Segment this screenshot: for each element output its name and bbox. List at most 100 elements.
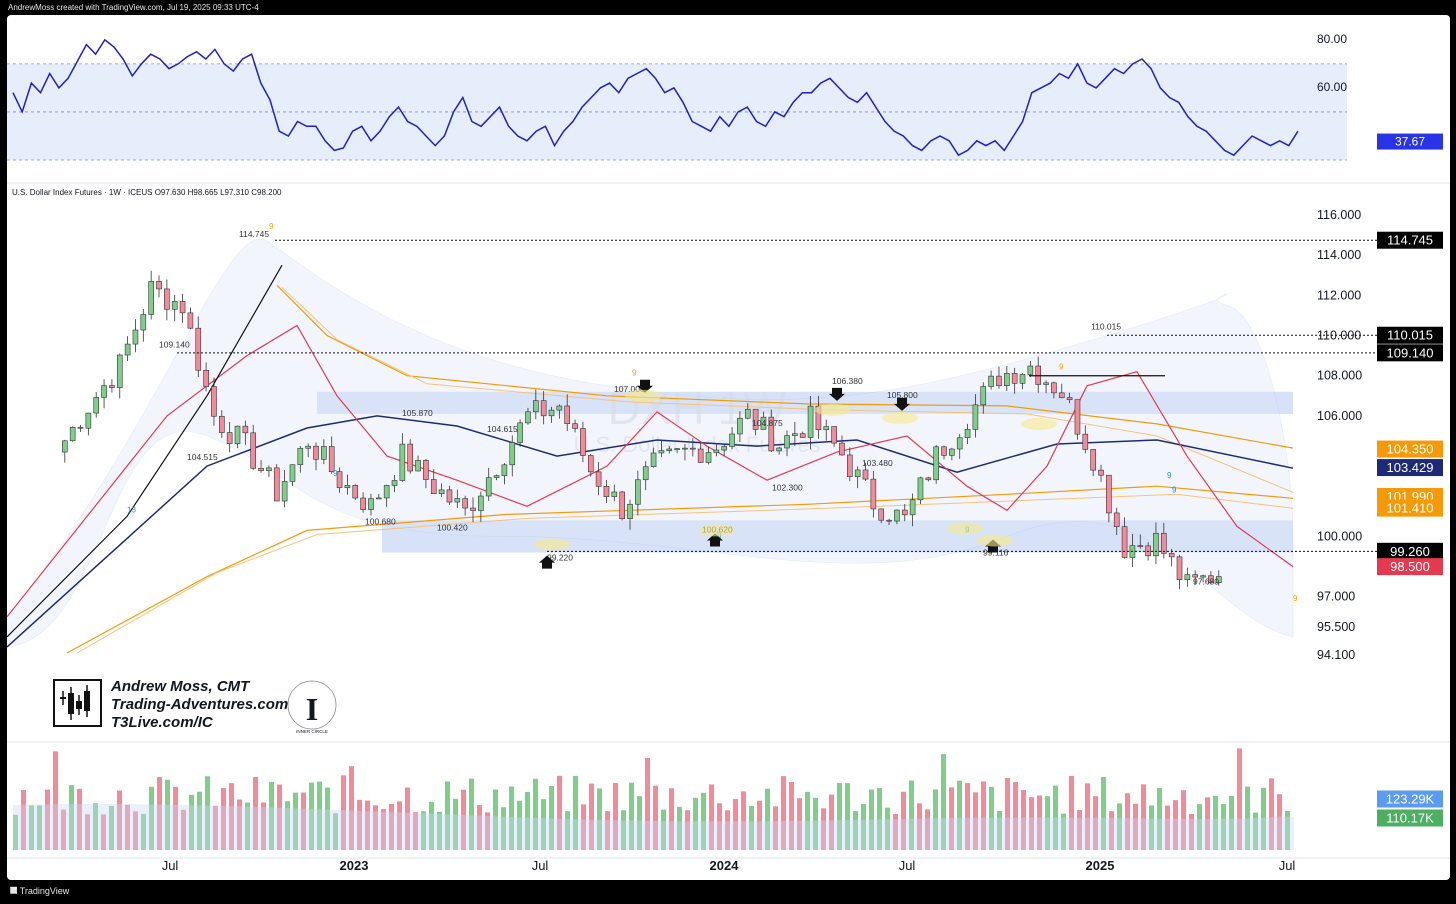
price-annotation: 105.870 (402, 408, 433, 418)
candle-down (211, 386, 217, 417)
candle-down (1051, 382, 1057, 394)
price-label-text: 110.015 (1387, 328, 1433, 343)
candle-down (1106, 474, 1112, 514)
candle-down (1161, 532, 1167, 554)
volume-bar (677, 806, 682, 850)
support-zone (382, 520, 1293, 553)
candle-up (525, 411, 531, 424)
volume-bar (293, 792, 298, 850)
candle-up (823, 426, 830, 431)
candle-up (148, 281, 154, 315)
candle-up (737, 417, 743, 435)
candle-up (1043, 382, 1049, 385)
candle-down (1121, 526, 1128, 558)
candle-down (862, 469, 869, 480)
candle-down (1011, 373, 1018, 384)
highlight-ellipse (699, 524, 735, 537)
candle-down (1058, 392, 1065, 398)
volume-bars (13, 748, 1290, 850)
volume-bar (845, 783, 850, 850)
chart-panel[interactable]: 80.00 60.00 37.67 DXH 1W U.S. Dollar Index F… (7, 15, 1450, 880)
volume-bar (309, 782, 314, 850)
trend-line (7, 264, 283, 638)
volume-bar (325, 787, 330, 850)
volume-bar (1053, 785, 1058, 850)
candle-down (226, 432, 233, 444)
volume-bar (61, 809, 66, 850)
volume-bar (917, 803, 922, 850)
volume-bar (565, 811, 570, 850)
volume-bar (1205, 797, 1210, 850)
candle-up (85, 412, 92, 429)
volume-bar (669, 788, 674, 850)
candle-down (258, 467, 264, 472)
candle-down (697, 448, 704, 463)
tradingview-brand: ⯀ TradingView (10, 886, 69, 897)
price-label-text: 99.260 (1390, 544, 1430, 559)
volume-bar (373, 805, 378, 850)
candle-up (556, 405, 563, 411)
volume-bar (333, 813, 338, 850)
volume-bar (605, 811, 610, 850)
highlight-ellipse (534, 538, 570, 551)
volume-bar (21, 790, 26, 850)
price-label-badge (1377, 542, 1443, 560)
volume-bar (397, 801, 402, 850)
rsi-value-label: 37.67 (1395, 135, 1425, 149)
volume-bar (285, 801, 290, 850)
volume-bar (741, 791, 746, 850)
candle-down (470, 507, 476, 511)
volume-bar (517, 800, 522, 850)
volume-bar (765, 788, 770, 850)
volume-bar (445, 781, 450, 850)
volume-bar (749, 805, 754, 850)
volume-bar (733, 799, 738, 850)
highlight-ellipse (882, 411, 918, 424)
candle-up (988, 375, 994, 387)
candle-up (917, 477, 924, 501)
volume-bar (269, 781, 274, 850)
volume-bar (837, 782, 842, 850)
candle-up (266, 467, 272, 472)
price-annotation: 99.220 (547, 553, 573, 563)
arrow-down-icon (637, 379, 653, 393)
candle-down (815, 405, 822, 431)
candle-down (164, 288, 170, 310)
candle-down (423, 460, 429, 480)
candle-up (321, 446, 327, 460)
price-tick-label: 110.000 (1317, 329, 1361, 343)
candle-down (941, 446, 947, 456)
price-tick-label: 112.000 (1317, 288, 1361, 302)
volume-bar (1221, 804, 1226, 850)
price-label-text: 114.745 (1387, 233, 1433, 248)
volume-bar (613, 783, 618, 850)
candle-up (124, 343, 131, 356)
volume-bar (341, 775, 346, 850)
highlight-ellipse (977, 534, 1013, 547)
volume-bar (797, 798, 802, 850)
setup-count: 9 (1293, 594, 1298, 603)
candle-down (564, 405, 571, 424)
volume-bar (125, 804, 130, 850)
volume-bar (973, 792, 978, 850)
candle-up (933, 446, 939, 481)
volume-bar (653, 785, 658, 850)
candle-down (799, 433, 806, 438)
candle-up (62, 440, 68, 453)
volume-bar (469, 778, 474, 850)
volume-bar (1101, 776, 1106, 850)
candle-down (540, 400, 547, 417)
volume-bar (1037, 795, 1042, 850)
volume-bar (1245, 786, 1250, 850)
candle-up (1200, 575, 1206, 578)
volume-bar (485, 812, 490, 850)
volume-bar (173, 786, 178, 850)
candle-down (572, 423, 578, 429)
volume-bar (141, 813, 146, 850)
candle-up (493, 475, 500, 478)
volume-bar (1269, 778, 1274, 850)
candle-down (109, 385, 115, 388)
volume-bar (221, 788, 226, 850)
